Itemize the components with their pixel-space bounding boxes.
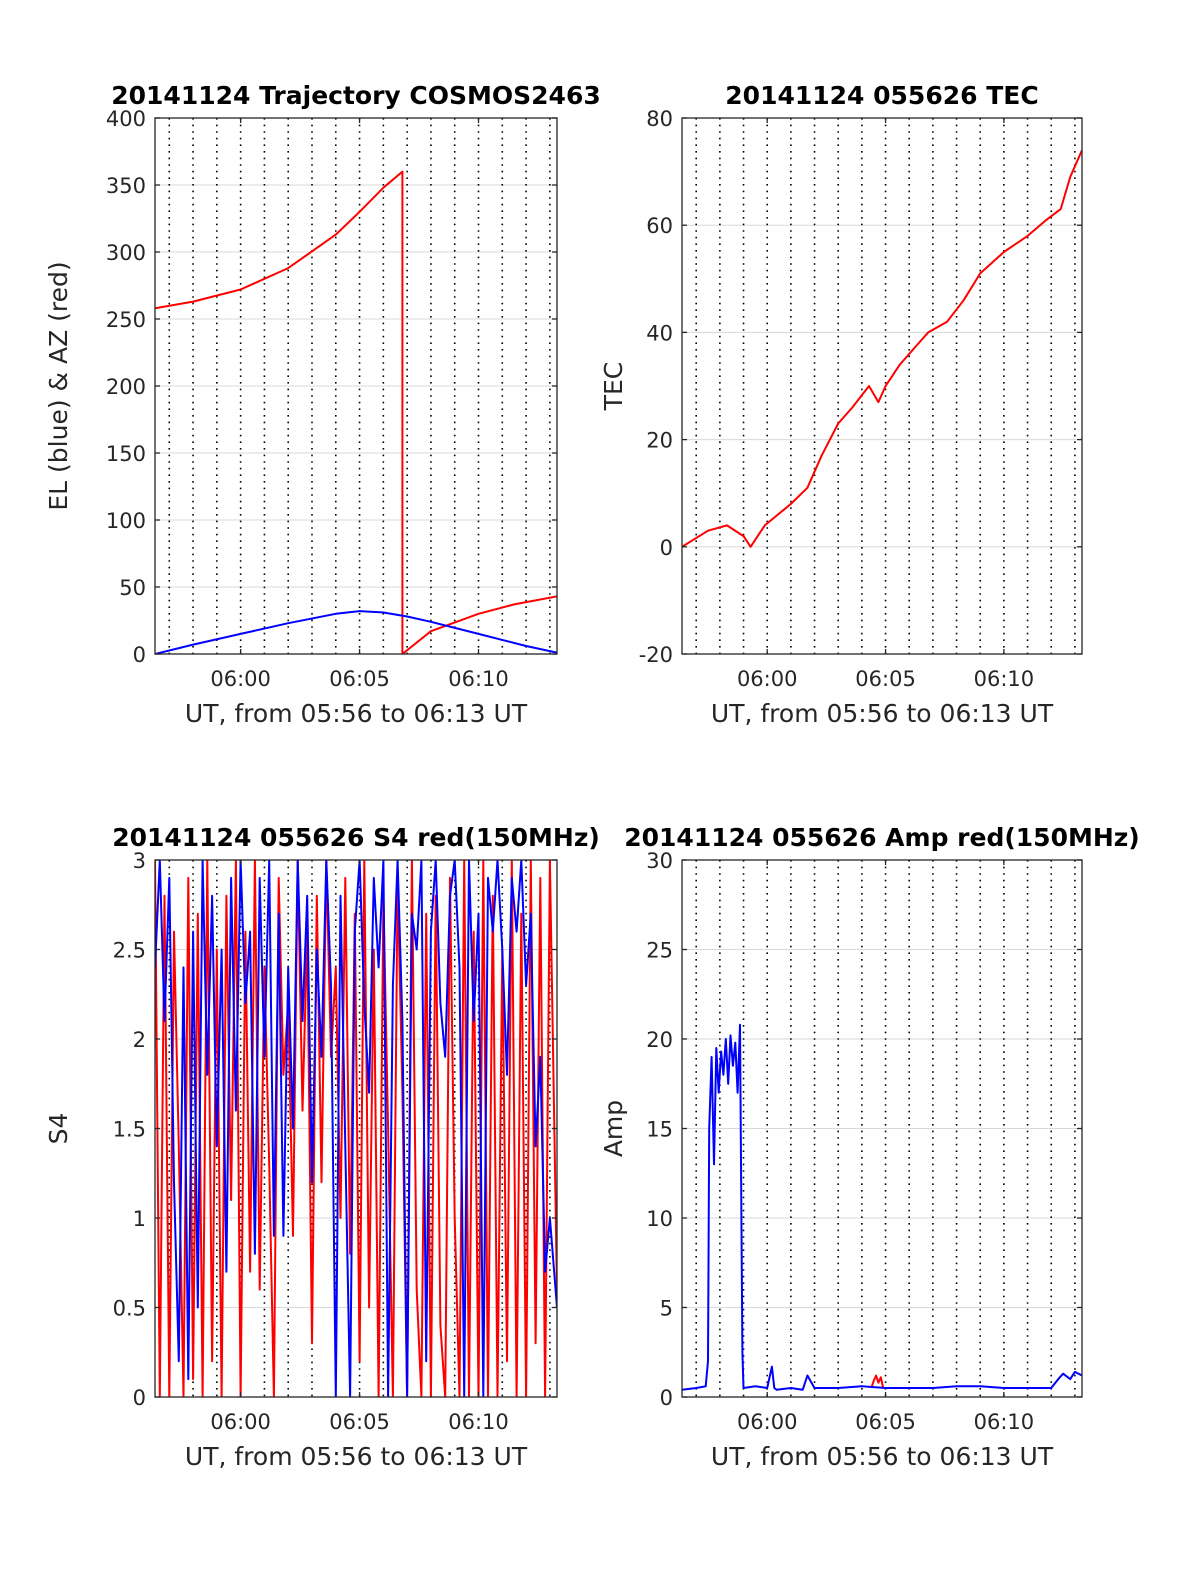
y-tick-label: 0 — [660, 536, 673, 560]
chart-4: 0 5 10 15 20 25 30 06:00 06:05 06:10 20141124 0556… — [599, 823, 1140, 1471]
y-tick-label: 15 — [646, 1118, 673, 1142]
y-axis-label: Amp — [599, 1100, 628, 1157]
chart-title: 20141124 055626 TEC — [725, 81, 1038, 110]
chart-3: 0 0.5 1 1.5 2 2.5 3 06:00 06:05 06:10 20141124 055… — [44, 823, 600, 1471]
y-tick-label: 30 — [646, 849, 673, 873]
y-tick-label: 1 — [133, 1207, 146, 1231]
y-tick-label: 10 — [646, 1207, 673, 1231]
series-line-blue — [155, 860, 557, 1397]
x-tick-label: 06:10 — [974, 1410, 1035, 1434]
series-line-red — [682, 149, 1082, 548]
x-tick-label: 06:05 — [855, 1410, 916, 1434]
x-tick-label: 06:00 — [210, 667, 271, 691]
x-tick-label: 06:00 — [737, 1410, 798, 1434]
x-axis-label: UT, from 05:56 to 06:13 UT — [711, 699, 1054, 728]
y-tick-label: 0 — [133, 1386, 146, 1410]
y-tick-label: 1.5 — [113, 1118, 146, 1142]
x-tick-label: 06:05 — [855, 667, 916, 691]
x-axis-label: UT, from 05:56 to 06:13 UT — [185, 699, 528, 728]
chart-title: 20141124 Trajectory COSMOS2463 — [111, 81, 601, 110]
y-axis-label: S4 — [44, 1113, 73, 1145]
series-line-blue — [682, 1023, 1082, 1391]
y-tick-label: 20 — [646, 429, 673, 453]
y-tick-label: 60 — [646, 214, 673, 238]
y-tick-label: 40 — [646, 321, 673, 345]
y-tick-label: 0 — [660, 1386, 673, 1410]
y-tick-label: -20 — [639, 643, 673, 667]
chart-title: 20141124 055626 Amp red(150MHz) — [624, 823, 1140, 852]
y-tick-label: 400 — [106, 107, 146, 131]
y-tick-label: 150 — [106, 442, 146, 466]
series-line-red — [870, 1374, 885, 1389]
x-axis-label: UT, from 05:56 to 06:13 UT — [185, 1442, 528, 1471]
x-tick-label: 06:05 — [329, 1410, 390, 1434]
chart-title: 20141124 055626 S4 red(150MHz) — [112, 823, 600, 852]
y-tick-label: 80 — [646, 107, 673, 131]
x-tick-label: 06:00 — [210, 1410, 271, 1434]
y-tick-label: 0 — [133, 643, 146, 667]
y-tick-label: 200 — [106, 375, 146, 399]
y-axis-label: EL (blue) & AZ (red) — [44, 261, 73, 510]
y-tick-label: 2 — [133, 1028, 146, 1052]
x-tick-label: 06:05 — [329, 667, 390, 691]
x-axis-label: UT, from 05:56 to 06:13 UT — [711, 1442, 1054, 1471]
axes-box — [681, 117, 1083, 655]
y-tick-label: 0.5 — [113, 1297, 146, 1321]
y-tick-label: 300 — [106, 241, 146, 265]
series-line-blue — [155, 610, 557, 654]
chart-1: 0 50 100 150 200 250 300 350 400 06:00 06:05 06:10 2… — [44, 81, 601, 728]
y-tick-label: 20 — [646, 1028, 673, 1052]
y-tick-label: 3 — [133, 849, 146, 873]
plot-area — [682, 118, 1082, 654]
y-tick-label: 2.5 — [113, 939, 146, 963]
y-tick-label: 50 — [119, 576, 146, 600]
x-tick-label: 06:10 — [448, 1410, 509, 1434]
y-tick-label: 100 — [106, 509, 146, 533]
y-axis-label: TEC — [599, 362, 628, 412]
chart-2: -20 0 20 40 60 80 06:00 06:05 06:10 20141124 0556… — [599, 81, 1083, 728]
x-tick-label: 06:00 — [737, 667, 798, 691]
y-tick-label: 250 — [106, 308, 146, 332]
series-line-red — [155, 170, 557, 654]
series-line-red — [155, 860, 557, 1397]
y-tick-label: 350 — [106, 174, 146, 198]
y-tick-label: 25 — [646, 939, 673, 963]
x-tick-label: 06:10 — [448, 667, 509, 691]
x-tick-label: 06:10 — [974, 667, 1035, 691]
y-tick-label: 5 — [660, 1297, 673, 1321]
